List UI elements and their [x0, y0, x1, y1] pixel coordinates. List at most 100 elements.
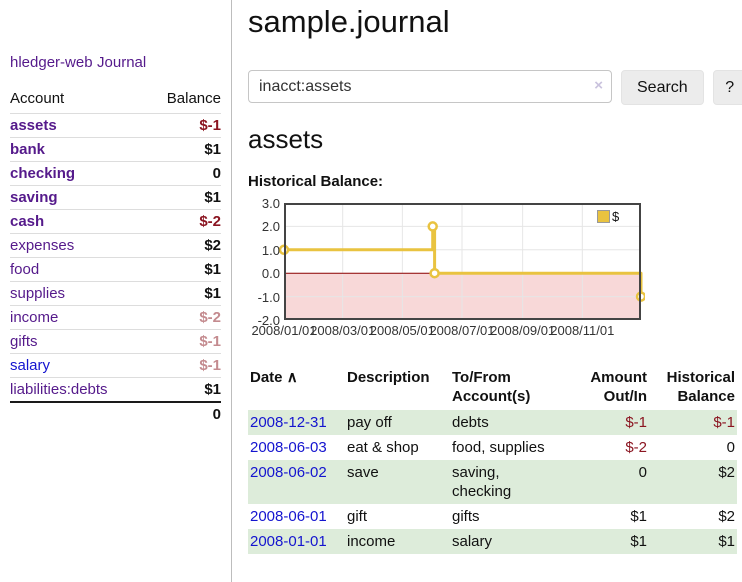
account-link[interactable]: saving	[10, 189, 58, 206]
app-brand-link[interactable]: hledger-web	[10, 54, 93, 71]
main-content: sample.journal × Search ? assets Histori…	[232, 0, 742, 582]
transaction-date-link[interactable]: 2008-01-01	[250, 533, 327, 550]
transaction-date-link[interactable]: 2008-06-01	[250, 508, 327, 525]
y-axis-tick-label: -1.0	[257, 289, 280, 305]
account-row: food $1	[10, 257, 221, 282]
y-axis-tick-label: 2.0	[261, 219, 280, 235]
account-balance: $1	[204, 261, 221, 278]
transaction-row: 2008-06-01 gift gifts $1 $2	[248, 504, 737, 529]
transaction-row: 2008-12-31 pay off debts $-1 $-1	[248, 410, 737, 435]
account-link[interactable]: assets	[10, 117, 57, 134]
account-balance: $-2	[199, 213, 221, 230]
account-row: income $-2	[10, 305, 221, 330]
transaction-description: gift	[347, 508, 368, 525]
register-table: Date ∧ Description To/From Account(s) Amount…	[248, 366, 737, 554]
transaction-amount: 0	[638, 464, 647, 481]
account-balance: 0	[212, 165, 221, 182]
transaction-amount: $1	[630, 533, 647, 550]
transaction-balance: 0	[726, 439, 735, 456]
transaction-accounts: salary	[452, 533, 493, 550]
account-balance: $-1	[199, 117, 221, 134]
register-header-amount: Amount Out/In	[590, 369, 647, 405]
account-row: liabilities:debts $1	[10, 377, 221, 403]
sort-ascending-icon: ∧	[286, 369, 298, 386]
account-link[interactable]: supplies	[10, 285, 66, 302]
register-header-description: Description	[347, 369, 430, 386]
account-row: cash $-2	[10, 209, 221, 234]
search-input[interactable]	[248, 70, 612, 103]
transaction-accounts: food, supplies	[452, 439, 545, 456]
account-link[interactable]: cash	[10, 213, 45, 230]
historical-balance-chart: 3.0 2.0 1.0 0.0 -1.0 -2.0 2008/01/01 2008/03/01…	[248, 197, 648, 341]
y-axis-tick-label: 3.0	[261, 196, 280, 211]
chart-legend: $	[597, 209, 619, 224]
y-axis-tick-label: -2.0	[257, 313, 280, 328]
account-link[interactable]: salary	[10, 357, 51, 374]
account-link[interactable]: checking	[10, 165, 76, 182]
x-axis-tick-label: 2008/11/01	[550, 323, 615, 338]
account-link[interactable]: liabilities:debts	[10, 381, 108, 398]
account-balance: $-1	[199, 333, 221, 350]
search-button[interactable]: Search	[621, 70, 704, 105]
account-link[interactable]: expenses	[10, 237, 75, 254]
transaction-description: income	[347, 533, 396, 550]
transaction-amount: $1	[630, 508, 647, 525]
register-header-date[interactable]: Date ∧	[250, 369, 298, 386]
chart-canvas	[278, 203, 645, 320]
y-axis-tick-label: 0.0	[261, 266, 280, 282]
x-axis-tick-label: 2008/09/01	[490, 323, 556, 338]
transaction-accounts: saving, checking	[452, 464, 512, 500]
account-row: checking 0	[10, 161, 221, 186]
clear-search-icon[interactable]: ×	[594, 77, 603, 94]
x-axis-tick-label: 2008/01/01	[251, 323, 317, 338]
register-header-historical: Historical Balance	[666, 369, 735, 405]
transaction-description: eat & shop	[347, 439, 419, 456]
account-balance: $2	[204, 237, 221, 254]
sidebar-item-journal[interactable]: Journal	[97, 54, 147, 71]
transaction-date-link[interactable]: 2008-06-03	[250, 439, 327, 456]
account-balance: $1	[204, 189, 221, 206]
legend-label: $	[612, 209, 620, 224]
register-header-tofrom: To/From Account(s)	[452, 369, 531, 405]
account-row: supplies $1	[10, 281, 221, 306]
accounts-header-account: Account	[10, 90, 65, 107]
account-balance: $1	[204, 381, 221, 398]
chart-title: Historical Balance:	[248, 173, 384, 190]
account-heading: assets	[248, 124, 324, 154]
y-axis-tick-label: 1.0	[261, 242, 280, 258]
x-axis-tick-label: 2008/03/01	[310, 323, 376, 338]
transaction-balance: $2	[718, 508, 735, 525]
account-balance: $-1	[199, 357, 221, 374]
transaction-date-link[interactable]: 2008-06-02	[250, 464, 327, 481]
transaction-description: pay off	[347, 414, 392, 431]
transaction-accounts: debts	[452, 414, 489, 431]
account-row: gifts $-1	[10, 329, 221, 354]
search-bar: × Search ?	[248, 70, 742, 105]
transaction-description: save	[347, 464, 379, 481]
account-link[interactable]: gifts	[10, 333, 38, 350]
account-row: bank $1	[10, 137, 221, 162]
transaction-accounts: gifts	[452, 508, 480, 525]
x-axis-tick-label: 2008/07/01	[429, 323, 495, 338]
transaction-row: 2008-06-02 save saving, checking 0 $2	[248, 460, 737, 504]
accounts-header-balance: Balance	[166, 90, 221, 107]
account-link[interactable]: food	[10, 261, 40, 278]
accounts-total-row: 0	[10, 402, 221, 426]
transaction-balance: $2	[718, 464, 735, 481]
transaction-row: 2008-06-03 eat & shop food, supplies $-2 0	[248, 435, 737, 460]
search-help-button[interactable]: ?	[712, 70, 742, 105]
transaction-balance: $-1	[713, 414, 735, 431]
account-row: saving $1	[10, 185, 221, 210]
account-balance: $1	[204, 141, 221, 158]
account-balance: $-2	[199, 309, 221, 326]
account-link[interactable]: income	[10, 309, 59, 326]
account-row: assets $-1	[10, 113, 221, 138]
account-balance: $1	[204, 285, 221, 302]
legend-swatch-icon	[597, 210, 610, 223]
accounts-table: Account Balance assets $-1 bank $1 checking 0…	[10, 87, 221, 426]
account-link[interactable]: bank	[10, 141, 46, 158]
transaction-balance: $1	[718, 533, 735, 550]
accounts-total-value: 0	[212, 406, 221, 423]
account-row: expenses $2	[10, 233, 221, 258]
transaction-date-link[interactable]: 2008-12-31	[250, 414, 327, 431]
